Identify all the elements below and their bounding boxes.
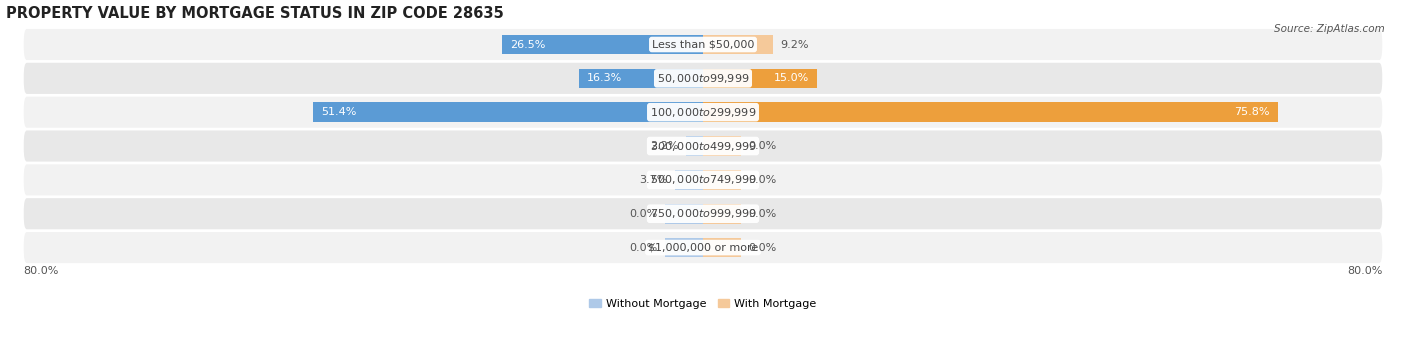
- Text: 3.7%: 3.7%: [638, 175, 668, 185]
- FancyBboxPatch shape: [24, 63, 1382, 94]
- FancyBboxPatch shape: [24, 164, 1382, 195]
- Bar: [703, 170, 741, 190]
- Legend: Without Mortgage, With Mortgage: Without Mortgage, With Mortgage: [585, 295, 821, 313]
- Text: $500,000 to $749,999: $500,000 to $749,999: [650, 173, 756, 187]
- Bar: [579, 69, 703, 88]
- Bar: [675, 170, 703, 190]
- Text: $300,000 to $499,999: $300,000 to $499,999: [650, 139, 756, 152]
- Text: 80.0%: 80.0%: [1347, 266, 1382, 276]
- Text: 26.5%: 26.5%: [510, 40, 546, 49]
- FancyBboxPatch shape: [24, 232, 1382, 263]
- Text: 0.0%: 0.0%: [748, 242, 776, 253]
- Text: 80.0%: 80.0%: [24, 266, 59, 276]
- Bar: [703, 238, 741, 257]
- FancyBboxPatch shape: [24, 198, 1382, 229]
- Text: 0.0%: 0.0%: [630, 209, 658, 219]
- Text: Source: ZipAtlas.com: Source: ZipAtlas.com: [1274, 24, 1385, 34]
- Bar: [703, 204, 741, 224]
- Text: PROPERTY VALUE BY MORTGAGE STATUS IN ZIP CODE 28635: PROPERTY VALUE BY MORTGAGE STATUS IN ZIP…: [6, 5, 503, 20]
- Text: 2.2%: 2.2%: [650, 141, 679, 151]
- Bar: [314, 102, 703, 122]
- Text: 75.8%: 75.8%: [1234, 107, 1270, 117]
- Text: 15.0%: 15.0%: [773, 73, 808, 83]
- FancyBboxPatch shape: [24, 29, 1382, 60]
- Bar: [686, 136, 703, 156]
- Text: $50,000 to $99,999: $50,000 to $99,999: [657, 72, 749, 85]
- Bar: [703, 102, 1278, 122]
- Text: $1,000,000 or more: $1,000,000 or more: [648, 242, 758, 253]
- Text: 51.4%: 51.4%: [321, 107, 356, 117]
- Text: $750,000 to $999,999: $750,000 to $999,999: [650, 207, 756, 220]
- FancyBboxPatch shape: [24, 131, 1382, 162]
- Bar: [703, 35, 773, 54]
- Text: 0.0%: 0.0%: [748, 175, 776, 185]
- Text: Less than $50,000: Less than $50,000: [652, 40, 754, 49]
- Text: 0.0%: 0.0%: [748, 141, 776, 151]
- FancyBboxPatch shape: [24, 97, 1382, 128]
- Bar: [665, 238, 703, 257]
- Bar: [665, 204, 703, 224]
- Text: 0.0%: 0.0%: [748, 209, 776, 219]
- Bar: [703, 136, 741, 156]
- Text: 16.3%: 16.3%: [588, 73, 623, 83]
- Text: 9.2%: 9.2%: [780, 40, 808, 49]
- Bar: [703, 69, 817, 88]
- Text: 0.0%: 0.0%: [630, 242, 658, 253]
- Bar: [502, 35, 703, 54]
- Text: $100,000 to $299,999: $100,000 to $299,999: [650, 106, 756, 119]
